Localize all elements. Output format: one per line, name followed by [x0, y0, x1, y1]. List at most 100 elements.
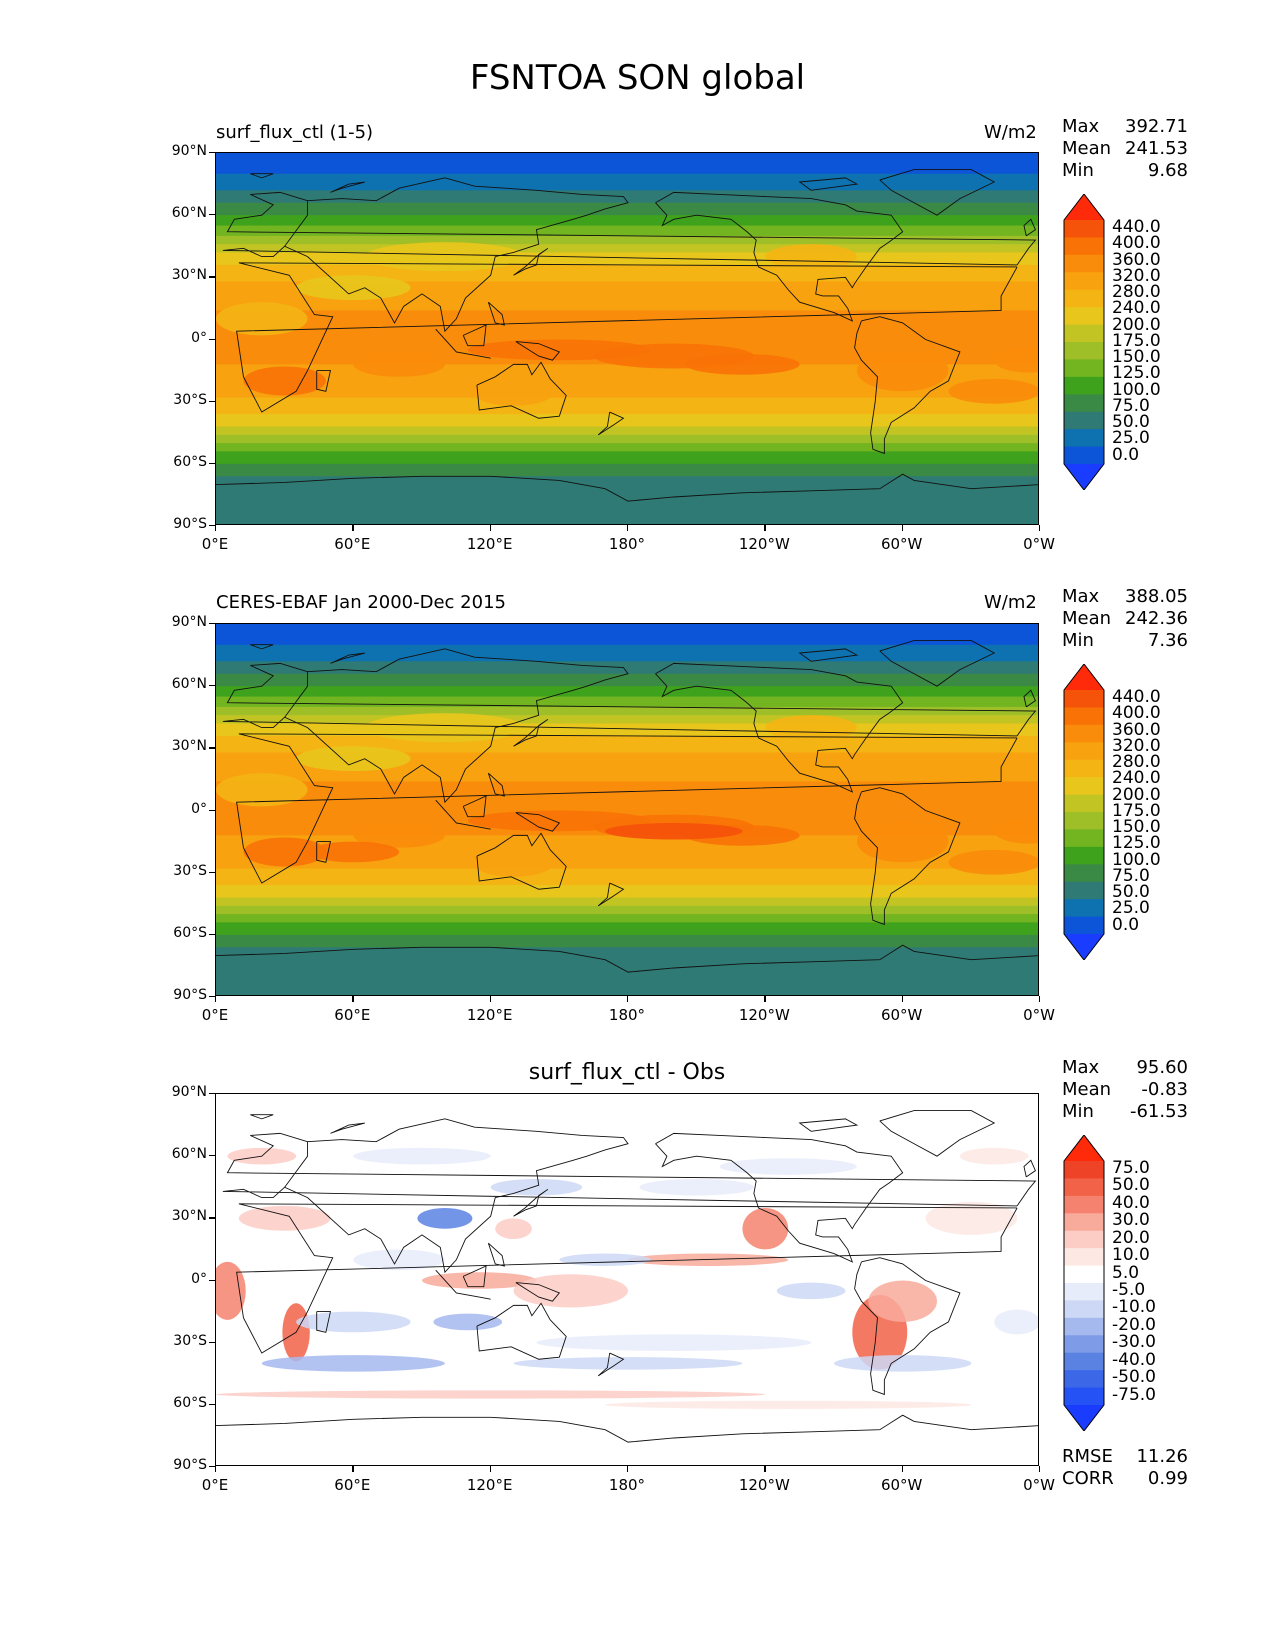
lon-tick-mark	[352, 996, 354, 1002]
lat-tick-label: 0°	[191, 800, 207, 817]
colorbar-label: 320.0	[1112, 735, 1161, 756]
coastline	[316, 841, 332, 863]
stat-mean: Mean 241.53	[1062, 138, 1188, 159]
colorbar-label: 125.0	[1112, 833, 1161, 854]
colorbar-label: 440.0	[1112, 217, 1161, 237]
lon-tick-mark	[1039, 1466, 1041, 1472]
colorbar-label: 280.0	[1112, 752, 1161, 773]
coastline	[222, 191, 1037, 266]
lon-tick-mark	[489, 525, 491, 531]
lat-tick-mark	[209, 1466, 215, 1468]
coastline	[462, 324, 487, 347]
field-anomalies	[216, 242, 1038, 406]
colorbar-segment	[1064, 1195, 1104, 1214]
lat-tick-label: 60°S	[173, 924, 207, 941]
stat-max: Max 388.05	[1062, 586, 1188, 607]
lon-tick-mark	[1039, 525, 1041, 531]
lon-tick-label: 60°E	[334, 1006, 371, 1024]
colorbar-label: 40.0	[1112, 1192, 1150, 1213]
lon-tick-label: 0°E	[201, 535, 229, 553]
lat-tick-mark	[209, 400, 215, 402]
colorbar-segment	[1064, 342, 1104, 360]
colorbar-extend-min	[1064, 934, 1104, 960]
lat-tick-label: 90°S	[173, 1457, 207, 1473]
lat-tick-label: 90°N	[171, 143, 207, 159]
colorbar-label: 240.0	[1112, 768, 1161, 789]
lon-tick-mark	[489, 1466, 491, 1472]
colorbar-segment	[1064, 359, 1104, 378]
coastline	[854, 1257, 961, 1396]
colorbar-label: 100.0	[1112, 849, 1161, 870]
lon-tick-mark	[352, 525, 354, 531]
lat-tick-label: 90°S	[173, 987, 207, 1003]
lat-tick-label: 60°S	[173, 453, 207, 470]
coastline	[216, 1414, 1038, 1443]
coastline	[462, 1265, 487, 1288]
lat-tick-mark	[209, 1155, 215, 1157]
stat-min: Min -61.53	[1062, 1101, 1188, 1122]
colorbar-label: 10.0	[1112, 1245, 1150, 1266]
colorbar-label: 200.0	[1112, 314, 1161, 335]
lon-tick-mark	[215, 1466, 217, 1472]
coastline	[487, 1242, 505, 1267]
colorbar-label: 25.0	[1112, 898, 1150, 919]
coastline	[236, 262, 1018, 413]
colorbar-segment	[1064, 394, 1104, 413]
lat-tick-mark	[209, 214, 215, 216]
lon-tick-label: 0°W	[1023, 1476, 1055, 1494]
colorbar-label: 50.0	[1112, 412, 1150, 433]
lon-tick-mark	[489, 996, 491, 1002]
coastline	[513, 718, 549, 747]
lon-tick-label: 180°	[608, 1476, 646, 1494]
colorbar-segment	[1064, 220, 1104, 238]
colorbar-segment	[1064, 777, 1104, 796]
coastline	[854, 316, 961, 455]
colorbar-segment	[1064, 1283, 1104, 1301]
colorbar-label: 75.0	[1112, 865, 1150, 886]
lat-tick-mark	[209, 338, 215, 340]
colorbar-segment	[1064, 272, 1104, 291]
colorbar-outline	[1063, 664, 1105, 960]
lat-tick-mark	[209, 747, 215, 749]
coastline	[330, 1122, 365, 1134]
lon-tick-mark	[215, 996, 217, 1002]
coastline	[284, 177, 629, 333]
coastline	[236, 1203, 1018, 1354]
coastline	[284, 648, 629, 804]
panel-units: W/m2	[984, 592, 1037, 613]
coastline	[250, 173, 274, 179]
lon-tick-label: 60°E	[334, 535, 371, 553]
coastline	[435, 1269, 491, 1300]
coastline	[597, 882, 625, 907]
lat-tick-label: 30°N	[171, 267, 207, 284]
colorbar-outline	[1063, 1135, 1105, 1431]
colorbar-segment	[1064, 429, 1104, 448]
colorbar-label: 400.0	[1112, 233, 1161, 254]
colorbar-label: 175.0	[1112, 800, 1161, 821]
coastline	[655, 662, 904, 793]
colorbar-label: 25.0	[1112, 428, 1150, 449]
lat-tick-mark	[209, 1093, 215, 1095]
colorbar-obs	[1063, 664, 1105, 960]
lat-tick-mark	[209, 871, 215, 873]
panel-title: surf_flux_ctl - Obs	[528, 1060, 726, 1085]
colorbar-segment	[1064, 1335, 1104, 1354]
colorbar-segment	[1064, 1161, 1104, 1179]
lat-tick-label: 60°N	[171, 1146, 207, 1163]
coastline	[222, 662, 1037, 737]
lon-tick-label: 120°W	[738, 535, 790, 553]
stat-max: Max 392.71	[1062, 116, 1188, 137]
colorbar-segment	[1064, 289, 1104, 308]
lat-tick-mark	[209, 1341, 215, 1343]
colorbar-segment	[1064, 759, 1104, 778]
colorbar-segment	[1064, 707, 1104, 726]
coastline	[316, 1311, 332, 1333]
colorbar-label: 20.0	[1112, 1227, 1150, 1248]
lon-tick-mark	[627, 1466, 629, 1472]
stat-corr: CORR 0.99	[1062, 1468, 1188, 1489]
colorbar-label: 0.0	[1112, 914, 1140, 935]
colorbar-label: 75.0	[1112, 395, 1150, 416]
field-bands	[216, 153, 1038, 524]
lon-tick-label: 0°W	[1023, 535, 1055, 553]
colorbar-segment	[1064, 324, 1104, 343]
